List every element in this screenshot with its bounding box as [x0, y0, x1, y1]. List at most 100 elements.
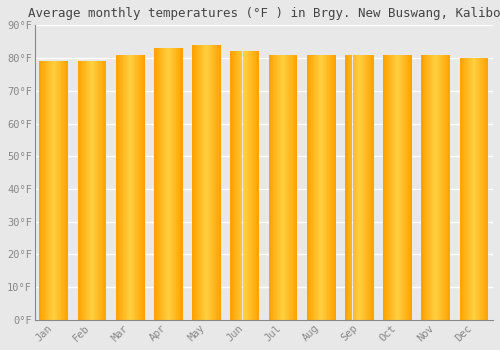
- Bar: [371, 55, 372, 320]
- Bar: [422, 55, 423, 320]
- Bar: [291, 55, 292, 320]
- Bar: [401, 55, 402, 320]
- Bar: [282, 55, 283, 320]
- Bar: [88, 61, 89, 320]
- Bar: [432, 55, 433, 320]
- Bar: [87, 61, 88, 320]
- Bar: [397, 55, 398, 320]
- Bar: [436, 55, 437, 320]
- Bar: [54, 61, 55, 320]
- Bar: [366, 55, 367, 320]
- Bar: [469, 58, 470, 320]
- Bar: [355, 55, 356, 320]
- Bar: [321, 55, 322, 320]
- Bar: [393, 55, 394, 320]
- Bar: [443, 55, 444, 320]
- Bar: [86, 61, 87, 320]
- Bar: [82, 61, 83, 320]
- Bar: [434, 55, 435, 320]
- Bar: [256, 51, 257, 320]
- Bar: [126, 55, 127, 320]
- Bar: [42, 61, 43, 320]
- Bar: [312, 55, 313, 320]
- Bar: [94, 61, 95, 320]
- Bar: [474, 58, 475, 320]
- Bar: [124, 55, 125, 320]
- Bar: [468, 58, 469, 320]
- Bar: [53, 61, 54, 320]
- Bar: [67, 61, 68, 320]
- Bar: [157, 48, 158, 320]
- Bar: [438, 55, 439, 320]
- Bar: [322, 55, 323, 320]
- Bar: [154, 48, 155, 320]
- Bar: [219, 45, 220, 320]
- Bar: [41, 61, 42, 320]
- Bar: [131, 55, 132, 320]
- Bar: [270, 55, 271, 320]
- Bar: [315, 55, 316, 320]
- Bar: [428, 55, 429, 320]
- Bar: [192, 45, 193, 320]
- Bar: [205, 45, 206, 320]
- Bar: [309, 55, 310, 320]
- Bar: [476, 58, 477, 320]
- Bar: [345, 55, 346, 320]
- Bar: [271, 55, 272, 320]
- Bar: [394, 55, 396, 320]
- Bar: [216, 45, 217, 320]
- Bar: [206, 45, 207, 320]
- Bar: [275, 55, 276, 320]
- Bar: [46, 61, 47, 320]
- Bar: [354, 55, 355, 320]
- Bar: [50, 61, 51, 320]
- Bar: [198, 45, 199, 320]
- Bar: [232, 51, 233, 320]
- Bar: [447, 55, 448, 320]
- Bar: [429, 55, 430, 320]
- Bar: [123, 55, 124, 320]
- Bar: [195, 45, 196, 320]
- Bar: [178, 48, 180, 320]
- Bar: [255, 51, 256, 320]
- Bar: [435, 55, 436, 320]
- Bar: [62, 61, 63, 320]
- Bar: [319, 55, 320, 320]
- Bar: [279, 55, 280, 320]
- Bar: [239, 51, 240, 320]
- Bar: [93, 61, 94, 320]
- Bar: [479, 58, 480, 320]
- Bar: [248, 51, 249, 320]
- Bar: [408, 55, 409, 320]
- Bar: [95, 61, 96, 320]
- Title: Average monthly temperatures (°F ) in Brgy. New Buswang, Kalibo: Average monthly temperatures (°F ) in Br…: [28, 7, 500, 20]
- Bar: [317, 55, 318, 320]
- Bar: [200, 45, 201, 320]
- Bar: [59, 61, 60, 320]
- Bar: [193, 45, 194, 320]
- Bar: [163, 48, 164, 320]
- Bar: [127, 55, 128, 320]
- Bar: [135, 55, 136, 320]
- Bar: [333, 55, 334, 320]
- Bar: [197, 45, 198, 320]
- Bar: [121, 55, 122, 320]
- Bar: [481, 58, 482, 320]
- Bar: [233, 51, 234, 320]
- Bar: [398, 55, 400, 320]
- Bar: [125, 55, 126, 320]
- Bar: [334, 55, 335, 320]
- Bar: [241, 51, 242, 320]
- Bar: [120, 55, 121, 320]
- Bar: [446, 55, 447, 320]
- Bar: [444, 55, 445, 320]
- Bar: [475, 58, 476, 320]
- Bar: [276, 55, 278, 320]
- Bar: [207, 45, 208, 320]
- Bar: [284, 55, 286, 320]
- Bar: [243, 51, 244, 320]
- Bar: [52, 61, 53, 320]
- Bar: [433, 55, 434, 320]
- Bar: [287, 55, 288, 320]
- Bar: [430, 55, 431, 320]
